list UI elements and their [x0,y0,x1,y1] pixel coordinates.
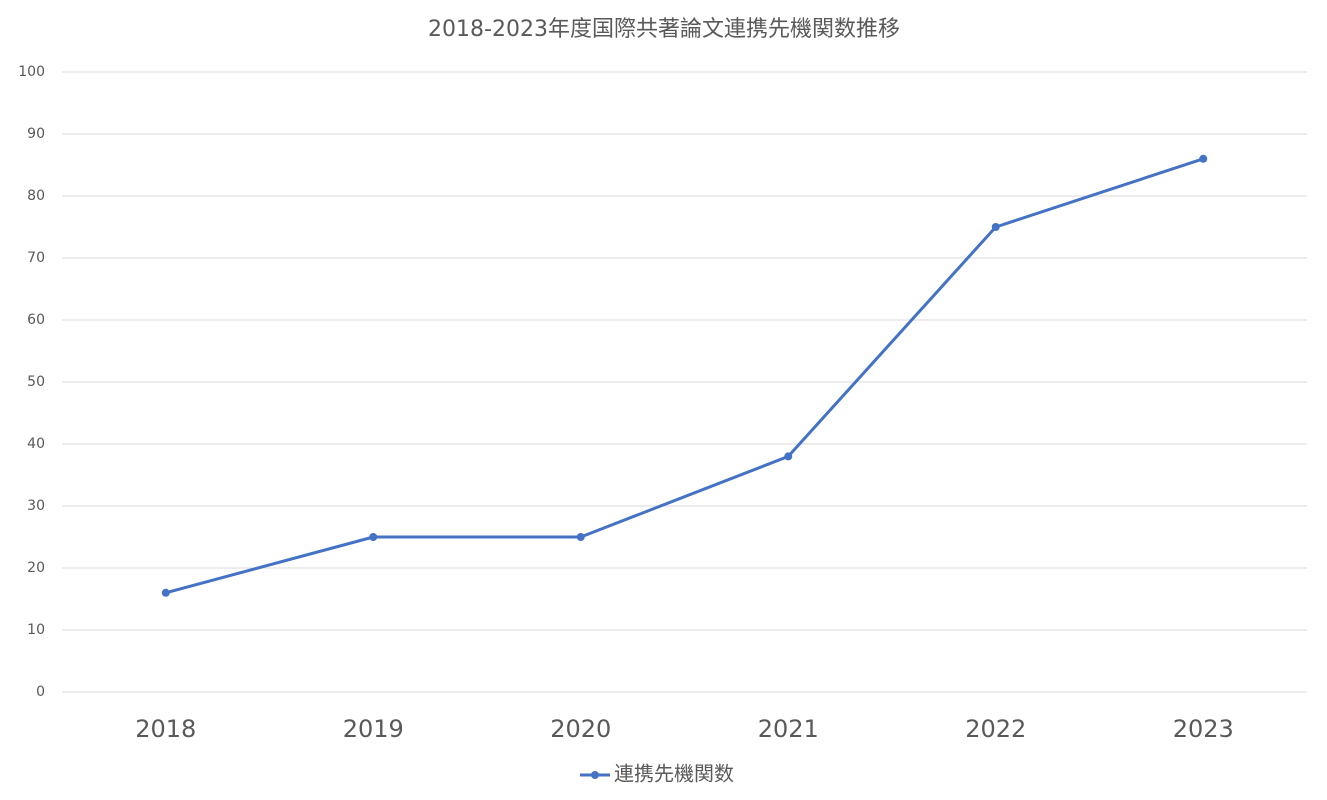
data-point [576,533,585,541]
data-point [369,533,378,541]
x-tick-label: 2019 [343,715,404,743]
x-tick-label: 2018 [135,715,196,743]
y-tick-label: 10 [27,622,45,638]
data-point [161,588,170,597]
y-tick-label: 40 [27,436,45,452]
chart-title: 2018-2023年度国際共著論文連携先機関数推移 [428,17,900,42]
y-tick-label: 50 [27,374,45,390]
legend-label: 連携先機関数 [614,762,734,786]
y-tick-label: 70 [27,250,45,266]
x-tick-label: 2021 [758,715,819,743]
y-tick-label: 90 [27,126,45,142]
data-point [991,223,1000,231]
x-tick-label: 2020 [550,715,611,743]
y-tick-label: 60 [27,312,45,328]
y-tick-label: 0 [36,684,45,700]
y-tick-label: 80 [27,188,45,204]
y-tick-label: 100 [18,64,45,80]
y-tick-label: 20 [27,560,45,576]
series-line [165,157,1204,595]
data-point [784,452,793,461]
y-tick-label: 30 [27,498,45,514]
x-tick-label: 2023 [1173,715,1234,743]
data-point [1199,154,1208,163]
x-tick-label: 2022 [965,715,1026,743]
legend-marker [591,771,599,779]
